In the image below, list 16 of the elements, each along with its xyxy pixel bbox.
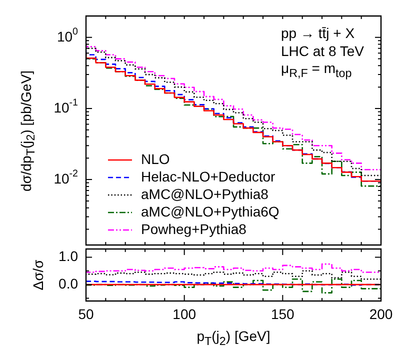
legend-label: Helac-NLO+Deductor bbox=[141, 168, 276, 184]
legend-label: Powheg+Pythia8 bbox=[141, 220, 247, 237]
y-tick-label: 1.0 bbox=[58, 248, 78, 264]
legend-label: aMC@NLO+Pythia6Q bbox=[141, 203, 280, 220]
annotation: pp → tt̄j + X bbox=[281, 25, 355, 41]
legend-label: aMC@NLO+Pythia8 bbox=[141, 186, 269, 202]
x-tick-label: 200 bbox=[369, 306, 393, 322]
x-tick-label: 100 bbox=[172, 306, 196, 322]
x-axis-title: p$_{T}$(j$_{2}$) [GeV] bbox=[196, 328, 270, 348]
x-tick-label: 150 bbox=[270, 306, 295, 322]
y-axis-title: Δσ/σ bbox=[30, 260, 46, 290]
legend-label: NLO bbox=[141, 150, 170, 167]
x-tick-label: 50 bbox=[78, 306, 94, 322]
annotation: LHC at 8 TeV bbox=[281, 42, 364, 58]
y-tick-label: 0.0 bbox=[58, 275, 78, 292]
annotation: μ$_{R,F}$ = m$_{top}$ bbox=[281, 60, 352, 80]
